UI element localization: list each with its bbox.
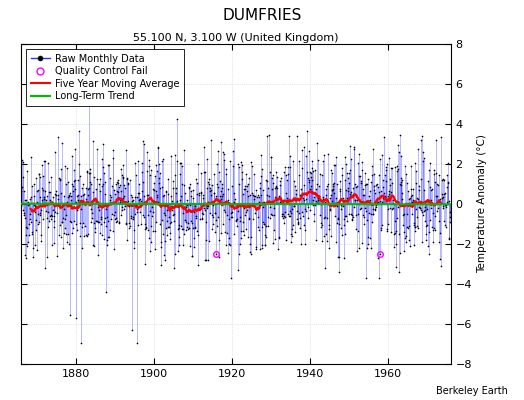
Text: DUMFRIES: DUMFRIES [222, 8, 302, 23]
Legend: Raw Monthly Data, Quality Control Fail, Five Year Moving Average, Long-Term Tren: Raw Monthly Data, Quality Control Fail, … [26, 49, 184, 106]
Y-axis label: Temperature Anomaly (°C): Temperature Anomaly (°C) [477, 134, 487, 274]
Title: 55.100 N, 3.100 W (United Kingdom): 55.100 N, 3.100 W (United Kingdom) [133, 33, 339, 43]
Text: Berkeley Earth: Berkeley Earth [436, 386, 508, 396]
